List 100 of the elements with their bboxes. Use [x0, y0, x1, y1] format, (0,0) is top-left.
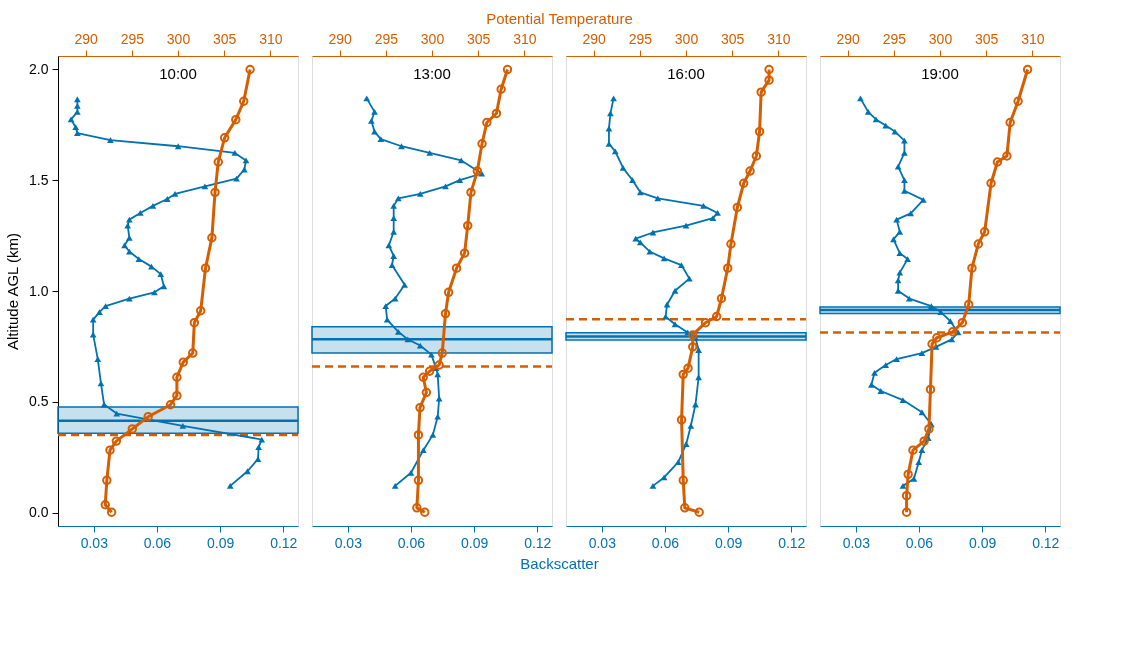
- point: [662, 313, 669, 320]
- x-axis-title: Backscatter: [520, 554, 599, 572]
- point: [89, 331, 97, 338]
- point: [148, 263, 155, 270]
- point: [107, 137, 114, 143]
- point: [872, 116, 880, 123]
- point: [231, 149, 239, 156]
- point: [404, 336, 412, 343]
- point: [426, 149, 434, 156]
- point: [151, 289, 158, 296]
- point: [894, 277, 902, 284]
- point: [390, 202, 398, 209]
- point: [371, 108, 378, 115]
- point: [383, 316, 391, 323]
- x2-tick-label: 300: [420, 30, 445, 47]
- point: [894, 163, 902, 170]
- point: [420, 447, 427, 454]
- x2-tick-label: 290: [328, 30, 353, 47]
- y-axis-title: Altitude AGL (km): [4, 233, 22, 350]
- point: [868, 381, 875, 388]
- point: [671, 287, 679, 294]
- point: [857, 95, 864, 102]
- point: [629, 177, 636, 184]
- point: [401, 281, 408, 288]
- point: [124, 222, 132, 229]
- point: [72, 124, 80, 131]
- x-tick-label: 0.09: [714, 534, 743, 551]
- x-tick-label: 0.03: [334, 534, 363, 551]
- x-tick-label: 0.06: [651, 534, 680, 551]
- point: [695, 374, 702, 381]
- x-tick-label: 0.12: [524, 534, 552, 551]
- x2-tick-label: 310: [513, 30, 537, 47]
- point: [682, 441, 690, 447]
- point: [201, 183, 209, 190]
- point: [899, 397, 907, 403]
- point: [714, 210, 721, 216]
- text: 10:00: [159, 65, 197, 82]
- text: 16:00: [667, 65, 705, 82]
- x2-tick-label: 305: [212, 30, 237, 47]
- point: [901, 177, 908, 184]
- point: [382, 303, 390, 309]
- point: [915, 459, 923, 466]
- point: [233, 175, 240, 182]
- point: [894, 287, 902, 294]
- point: [94, 356, 102, 362]
- point: [407, 469, 415, 476]
- point: [390, 253, 398, 259]
- text: 19:00: [921, 65, 959, 82]
- point: [893, 216, 900, 223]
- x2-axis-title: Potential Temperature: [486, 9, 633, 27]
- point: [377, 136, 385, 143]
- point: [918, 350, 926, 356]
- point: [163, 196, 171, 202]
- point: [946, 318, 954, 325]
- x2-tick-label: 295: [120, 30, 145, 47]
- point: [893, 356, 900, 362]
- point: [113, 410, 121, 417]
- point: [126, 234, 133, 241]
- point: [920, 196, 927, 203]
- point: [918, 447, 926, 454]
- text: 13:00: [413, 65, 451, 82]
- point: [96, 309, 103, 315]
- point: [649, 482, 657, 489]
- point: [390, 215, 398, 221]
- point: [226, 482, 234, 489]
- y-tick-label: 1.5: [29, 171, 49, 188]
- point: [619, 165, 627, 171]
- point: [394, 328, 402, 335]
- point: [695, 347, 702, 353]
- point: [244, 468, 251, 475]
- x2-tick-label: 305: [720, 30, 745, 47]
- point: [899, 482, 907, 489]
- x2-tick-label: 290: [582, 30, 607, 47]
- x-tick-label: 0.03: [842, 534, 871, 551]
- point: [605, 140, 613, 147]
- point: [871, 369, 878, 376]
- point: [254, 456, 262, 462]
- point: [896, 228, 904, 235]
- x2-tick-label: 310: [767, 30, 791, 47]
- point: [678, 262, 685, 268]
- point: [74, 130, 81, 137]
- y-tick-label: 0.0: [29, 504, 49, 521]
- point: [174, 143, 182, 150]
- x2-tick-label: 310: [259, 30, 283, 47]
- x2-tick-label: 300: [928, 30, 953, 47]
- point: [371, 128, 378, 135]
- x-tick-label: 0.03: [80, 534, 109, 551]
- point: [682, 222, 690, 229]
- point: [89, 316, 97, 323]
- point: [102, 303, 109, 309]
- point: [171, 190, 179, 197]
- point: [864, 108, 872, 115]
- point: [255, 444, 262, 450]
- point: [456, 177, 464, 184]
- y-tick-label: 1.0: [29, 282, 49, 299]
- point: [896, 250, 904, 256]
- point: [611, 148, 619, 155]
- point: [74, 96, 81, 103]
- x-tick-label: 0.09: [460, 534, 489, 551]
- point: [149, 202, 157, 209]
